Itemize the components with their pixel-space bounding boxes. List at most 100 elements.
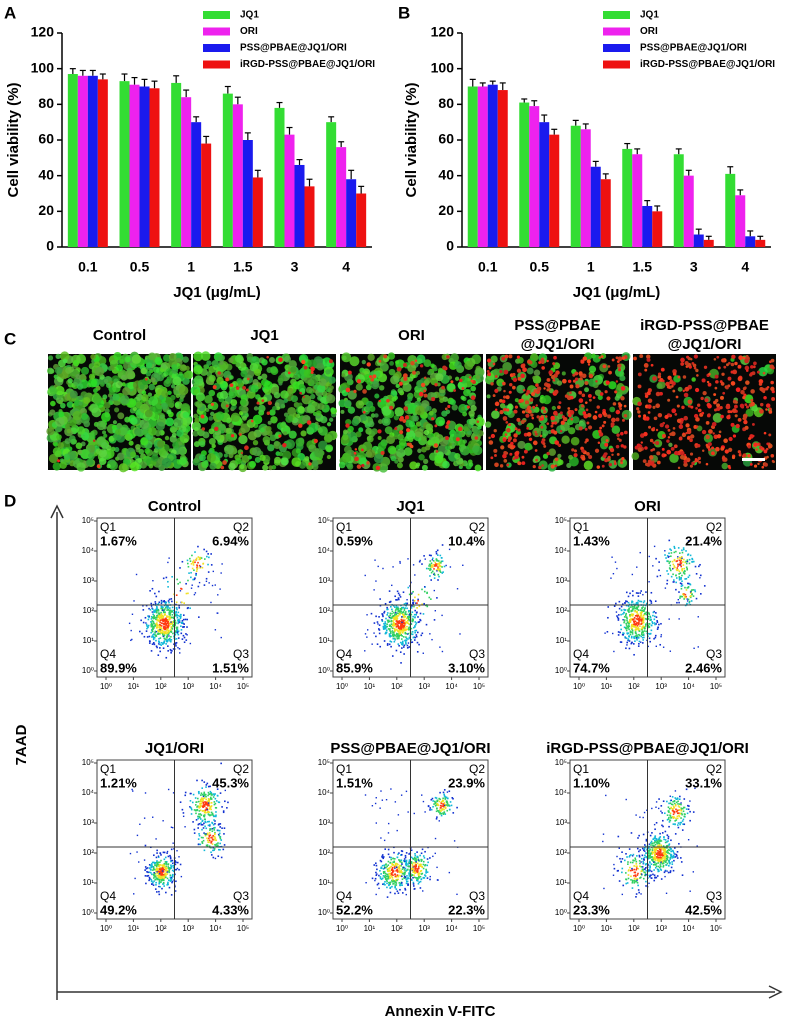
green-cell [517, 441, 525, 449]
red-cell [415, 360, 418, 363]
event-dot [397, 621, 399, 623]
red-cell [603, 364, 607, 368]
event-dot [435, 610, 436, 611]
green-cell [548, 448, 556, 456]
bar [704, 240, 714, 247]
event-dot [396, 599, 398, 601]
event-dot [618, 614, 620, 616]
event-dot [634, 617, 636, 619]
event-dot [417, 600, 419, 602]
red-cell [502, 382, 506, 386]
red-cell [581, 404, 584, 407]
event-dot [628, 611, 630, 613]
event-dot [194, 594, 195, 595]
event-dot [183, 614, 185, 616]
event-dot [392, 611, 394, 613]
event-dot [160, 617, 162, 619]
event-dot [607, 606, 609, 608]
event-dot [676, 567, 678, 569]
green-cell [133, 407, 137, 411]
event-dot [389, 635, 391, 637]
event-dot [190, 577, 192, 579]
green-cell [463, 389, 470, 396]
x-tick-label: 0.1 [78, 259, 98, 275]
event-dot [643, 621, 645, 623]
red-cell [441, 386, 445, 390]
event-dot [682, 561, 684, 563]
event-dot [403, 591, 405, 593]
green-cell [102, 430, 106, 434]
event-dot [437, 568, 439, 570]
event-dot [158, 631, 160, 633]
red-cell [575, 378, 578, 381]
event-dot [408, 618, 410, 620]
event-dot [643, 602, 645, 604]
event-dot [211, 564, 213, 566]
bar [468, 87, 478, 248]
event-dot [177, 615, 179, 617]
event-dot [679, 597, 681, 599]
event-dot [683, 594, 685, 596]
event-dot [156, 620, 158, 622]
red-cell [674, 451, 678, 455]
event-dot [692, 589, 694, 591]
event-dot [390, 617, 392, 619]
event-dot [636, 608, 638, 610]
event-dot [182, 561, 184, 563]
red-cell [517, 369, 521, 373]
red-cell [535, 433, 538, 436]
green-cell [242, 416, 247, 421]
red-cell [768, 433, 771, 436]
red-cell [674, 413, 677, 416]
event-dot [409, 637, 411, 639]
event-dot [676, 570, 678, 572]
red-cell [589, 399, 592, 402]
red-cell [593, 396, 596, 399]
red-cell [613, 402, 617, 406]
red-cell [218, 371, 221, 374]
red-cell [620, 460, 622, 462]
event-dot [656, 646, 657, 647]
event-dot [639, 618, 641, 620]
red-cell [610, 448, 614, 452]
event-dot [389, 644, 391, 646]
bar [140, 87, 150, 248]
event-dot [194, 551, 196, 553]
red-cell [639, 354, 643, 358]
red-cell [500, 445, 504, 449]
red-cell [618, 368, 621, 371]
event-dot [165, 892, 167, 894]
event-dot [629, 620, 631, 622]
event-dot [637, 613, 639, 615]
red-cell [598, 430, 602, 434]
red-cell [702, 449, 704, 451]
red-cell [715, 447, 720, 452]
red-cell [702, 391, 706, 395]
event-dot [156, 624, 158, 626]
event-dot [403, 646, 405, 648]
event-dot [150, 869, 152, 871]
red-cell [587, 359, 591, 363]
green-cell [194, 375, 203, 384]
event-dot [400, 651, 402, 653]
red-cell [603, 421, 606, 424]
red-cell [353, 390, 356, 393]
event-dot [399, 562, 400, 563]
green-cell [193, 365, 203, 375]
red-cell [503, 438, 507, 442]
event-dot [394, 606, 396, 608]
red-cell [734, 362, 737, 365]
event-dot [409, 646, 411, 648]
red-cell [740, 404, 744, 408]
scatter-plot [604, 540, 705, 656]
red-cell [753, 442, 757, 446]
event-dot [185, 639, 187, 641]
green-cell [117, 453, 125, 461]
event-dot [178, 869, 180, 871]
red-cell [256, 402, 259, 405]
green-cell [291, 395, 298, 402]
event-dot [386, 623, 388, 625]
bar [755, 240, 765, 247]
quadrant-name: Q1 [336, 520, 352, 534]
event-dot [658, 624, 660, 626]
